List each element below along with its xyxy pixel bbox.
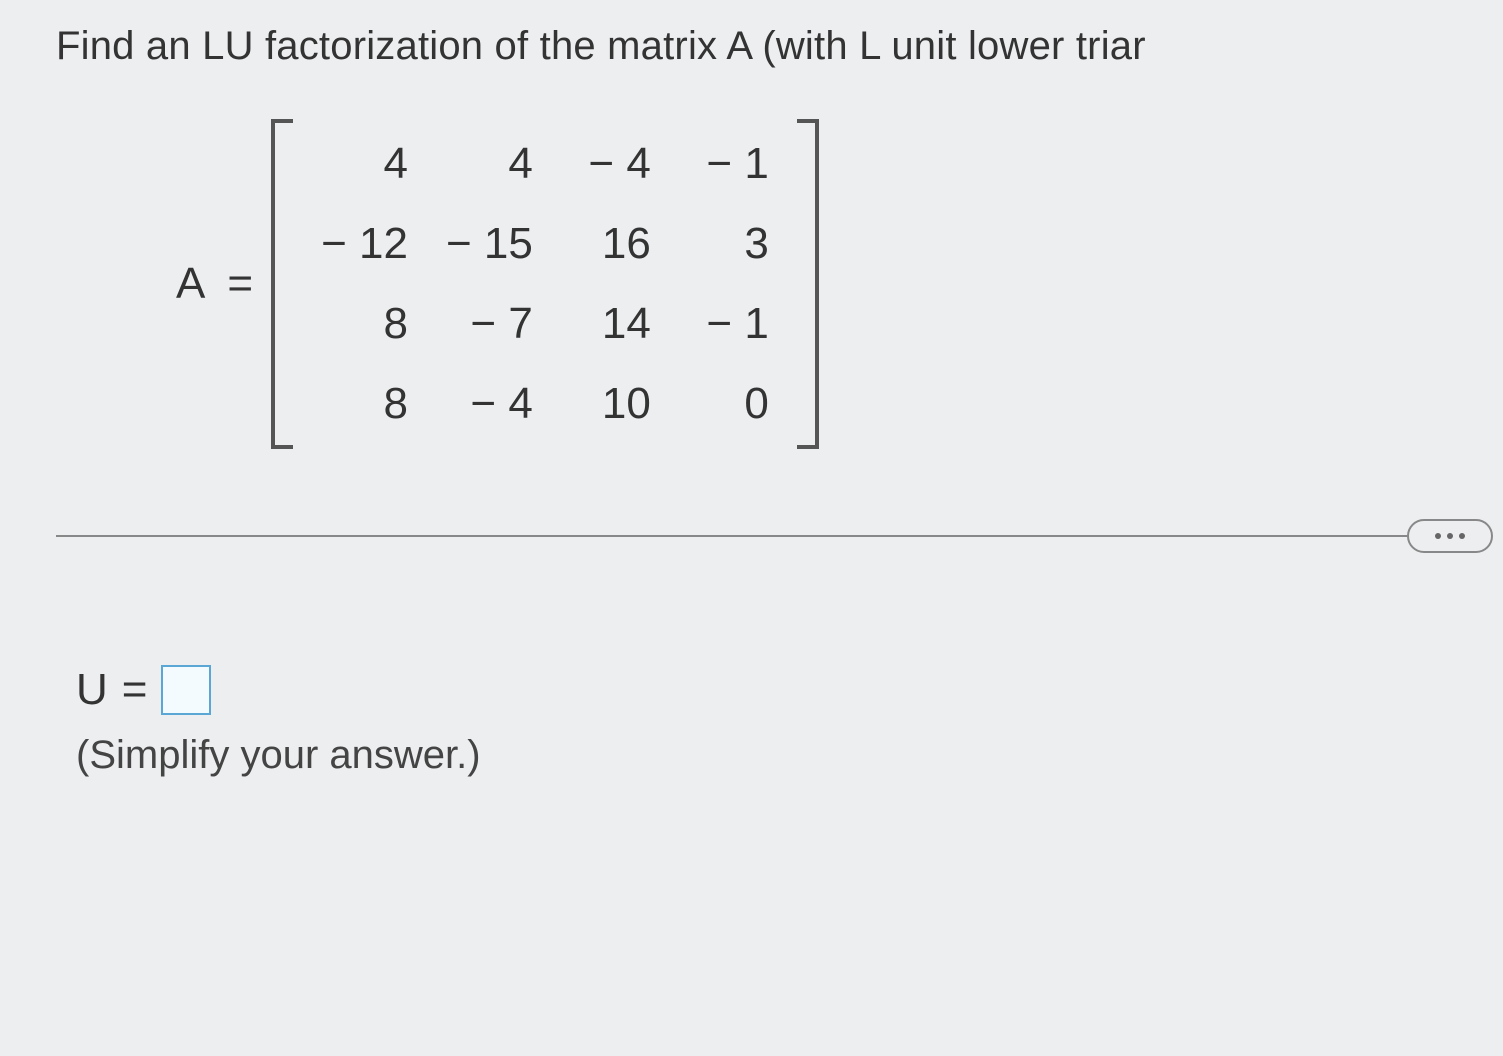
cell-3-2: 10 — [571, 379, 651, 429]
matrix-grid: 4 4 − 4 − 1 − 12 − 15 16 3 8 − 7 14 − 1 … — [293, 119, 797, 449]
cell-0-3: − 1 — [689, 139, 769, 189]
dot-icon — [1435, 533, 1441, 539]
dot-icon — [1459, 533, 1465, 539]
cell-0-2: − 4 — [571, 139, 651, 189]
answer-input[interactable] — [161, 665, 211, 715]
answer-equals: = — [122, 665, 148, 715]
equals-sign: = — [227, 259, 253, 309]
cell-2-3: − 1 — [689, 299, 769, 349]
answer-row: U = — [76, 665, 1503, 715]
divider-row — [56, 519, 1503, 555]
dot-icon — [1447, 533, 1453, 539]
question-text: Find an LU factorization of the matrix A… — [56, 24, 1503, 69]
cell-2-0: 8 — [321, 299, 408, 349]
cell-0-0: 4 — [321, 139, 408, 189]
right-bracket — [797, 119, 819, 449]
more-options-button[interactable] — [1407, 519, 1493, 553]
cell-1-0: − 12 — [321, 219, 408, 269]
cell-1-1: − 15 — [446, 219, 533, 269]
matrix-definition: A = 4 4 − 4 − 1 − 12 − 15 16 3 8 − 7 14 … — [176, 119, 1503, 449]
left-bracket — [271, 119, 293, 449]
cell-1-2: 16 — [571, 219, 651, 269]
cell-2-2: 14 — [571, 299, 651, 349]
answer-block: U = (Simplify your answer.) — [76, 665, 1503, 778]
answer-hint: (Simplify your answer.) — [76, 733, 1503, 778]
cell-3-3: 0 — [689, 379, 769, 429]
cell-3-1: − 4 — [446, 379, 533, 429]
cell-1-3: 3 — [689, 219, 769, 269]
matrix-A: 4 4 − 4 − 1 − 12 − 15 16 3 8 − 7 14 − 1 … — [271, 119, 819, 449]
question-page: Find an LU factorization of the matrix A… — [0, 0, 1503, 1056]
cell-3-0: 8 — [321, 379, 408, 429]
cell-0-1: 4 — [446, 139, 533, 189]
horizontal-rule — [56, 535, 1443, 537]
cell-2-1: − 7 — [446, 299, 533, 349]
answer-variable: U — [76, 665, 108, 715]
matrix-label: A — [176, 259, 205, 309]
